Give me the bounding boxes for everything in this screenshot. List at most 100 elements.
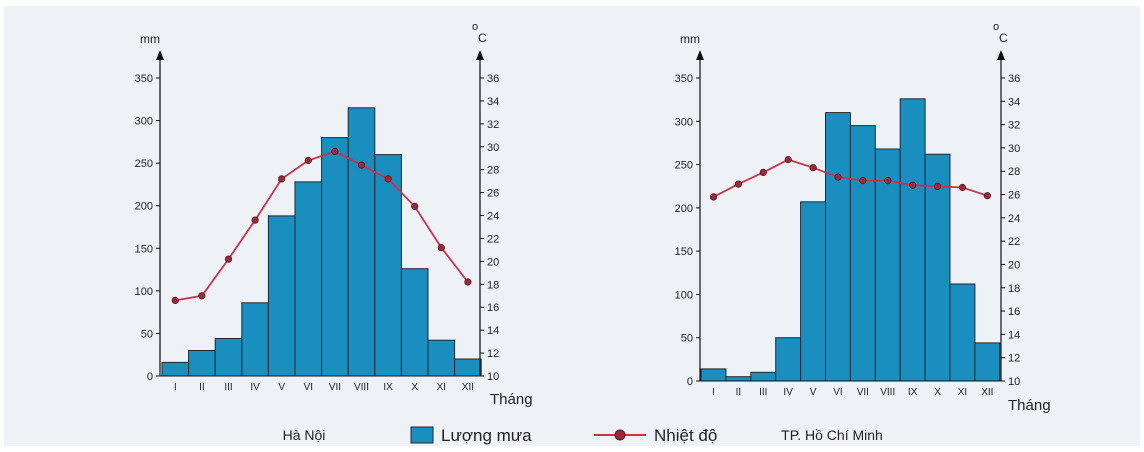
degree-symbol: o: [993, 21, 999, 33]
right-tick-label: 32: [487, 119, 499, 131]
left-tick-label: 0: [147, 371, 153, 383]
temperature-point: [834, 173, 842, 181]
temperature-point: [983, 192, 992, 200]
temperature-point: [278, 175, 286, 183]
temperature-point: [384, 175, 392, 183]
rain-bar: [374, 154, 402, 377]
rain-bar: [454, 358, 482, 377]
right-tick-label: 22: [1008, 236, 1020, 248]
right-tick-label: 36: [487, 73, 499, 85]
right-tick-label: 12: [1008, 353, 1020, 365]
right-tick-label: 12: [487, 348, 499, 360]
right-axis-arrow: [476, 50, 484, 60]
right-tick-label: 20: [1008, 259, 1020, 271]
temperature-point: [809, 164, 817, 172]
month-label: V: [810, 387, 817, 398]
right-tick-label: 24: [487, 211, 499, 223]
right-tick-label: 10: [487, 371, 499, 383]
right-tick-label: 30: [487, 142, 499, 154]
left-tick-label: 300: [135, 116, 153, 128]
right-tick-label: 14: [1008, 329, 1020, 341]
rain-bar: [267, 215, 296, 377]
month-label: VI: [304, 382, 313, 393]
rain-bar: [241, 302, 269, 377]
left-tick-label: 200: [675, 203, 693, 215]
left-tick-label: 250: [135, 158, 153, 170]
rain-bar: [427, 339, 456, 377]
city-title: Hà Nội: [283, 427, 326, 443]
right-tick-label: 36: [1008, 73, 1020, 85]
right-tick-label: 20: [487, 256, 499, 268]
temperature-point: [171, 296, 179, 304]
month-label: VII: [857, 387, 869, 398]
left-tick-label: 50: [141, 328, 153, 340]
right-tick-label: 32: [1008, 120, 1020, 132]
temperature-point: [411, 202, 419, 210]
temperature-point: [331, 147, 339, 155]
right-tick-label: 26: [1008, 190, 1020, 202]
month-label: V: [278, 382, 285, 393]
temperature-point: [251, 216, 259, 224]
left-tick-label: 100: [675, 289, 693, 301]
left-tick-label: 150: [135, 243, 153, 255]
rain-bar: [750, 371, 777, 382]
temperature-point: [437, 244, 445, 252]
temperature-line: [713, 158, 988, 198]
right-tick-label: 18: [1008, 283, 1020, 295]
temperature-point: [304, 156, 312, 165]
rain-bar: [825, 112, 851, 382]
left-tick-label: 0: [687, 376, 693, 388]
left-axis-arrow: [696, 50, 704, 60]
month-label: II: [736, 387, 742, 398]
rain-bar: [321, 137, 349, 377]
month-label: X: [411, 382, 418, 393]
left-tick-label: 250: [675, 160, 693, 172]
rain-bar: [849, 125, 876, 382]
rain-bar: [161, 361, 190, 377]
month-label: IV: [783, 387, 793, 398]
month-label: I: [174, 382, 177, 393]
month-label: III: [759, 387, 767, 398]
right-tick-label: 24: [1008, 213, 1020, 225]
temperature-point: [357, 161, 366, 169]
climate-figure: mm 0 50 100 150 200 250 300 350 o C 10 12 14 16 18 20 22 2…: [4, 6, 1140, 446]
rain-bar: [400, 268, 429, 377]
temperature-point: [224, 255, 233, 263]
x-axis-title: Tháng: [490, 391, 533, 408]
right-axis-unit: oC: [472, 21, 487, 45]
left-tick-label: 350: [135, 73, 153, 85]
month-label: VIII: [880, 387, 895, 398]
right-axis-unit: oC: [993, 21, 1008, 45]
right-tick-label: 34: [1008, 96, 1020, 108]
left-tick-label: 150: [675, 246, 693, 258]
rain-bar: [700, 368, 727, 382]
celsius-letter: C: [999, 31, 1008, 45]
rain-bar: [775, 337, 802, 382]
month-label: I: [712, 387, 715, 398]
celsius-letter: C: [478, 31, 487, 45]
left-tick-label: 100: [135, 286, 153, 298]
left-axis-unit: mm: [680, 32, 700, 46]
right-tick-label: 10: [1008, 376, 1020, 388]
legend: Lượng mưa Nhiệt độ: [410, 426, 717, 445]
rain-bar: [800, 201, 826, 382]
temperature-point: [759, 168, 767, 176]
month-label: XI: [437, 382, 446, 393]
left-axis-unit: mm: [140, 32, 160, 46]
legend-temp-label: Nhiệt độ: [654, 426, 717, 445]
temperature-point: [859, 177, 867, 185]
month-label: III: [224, 382, 232, 393]
rain-bar: [725, 376, 752, 382]
rain-bar: [294, 181, 323, 377]
temperature-point: [909, 181, 917, 189]
temperature-point: [709, 193, 718, 201]
right-axis-arrow: [997, 50, 1005, 60]
left-tick-label: 350: [675, 73, 693, 85]
month-label: IX: [383, 382, 393, 393]
chart-ho-chi-minh: mm 0 50 100 150 200 250 300 350 oC 10 12 14 16 18 20 22 2…: [675, 21, 1051, 443]
month-label: XII: [462, 382, 474, 393]
rain-bar: [924, 153, 951, 382]
month-label: X: [934, 387, 941, 398]
month-label: VIII: [354, 382, 369, 393]
x-axis-title: Tháng: [1008, 397, 1051, 414]
